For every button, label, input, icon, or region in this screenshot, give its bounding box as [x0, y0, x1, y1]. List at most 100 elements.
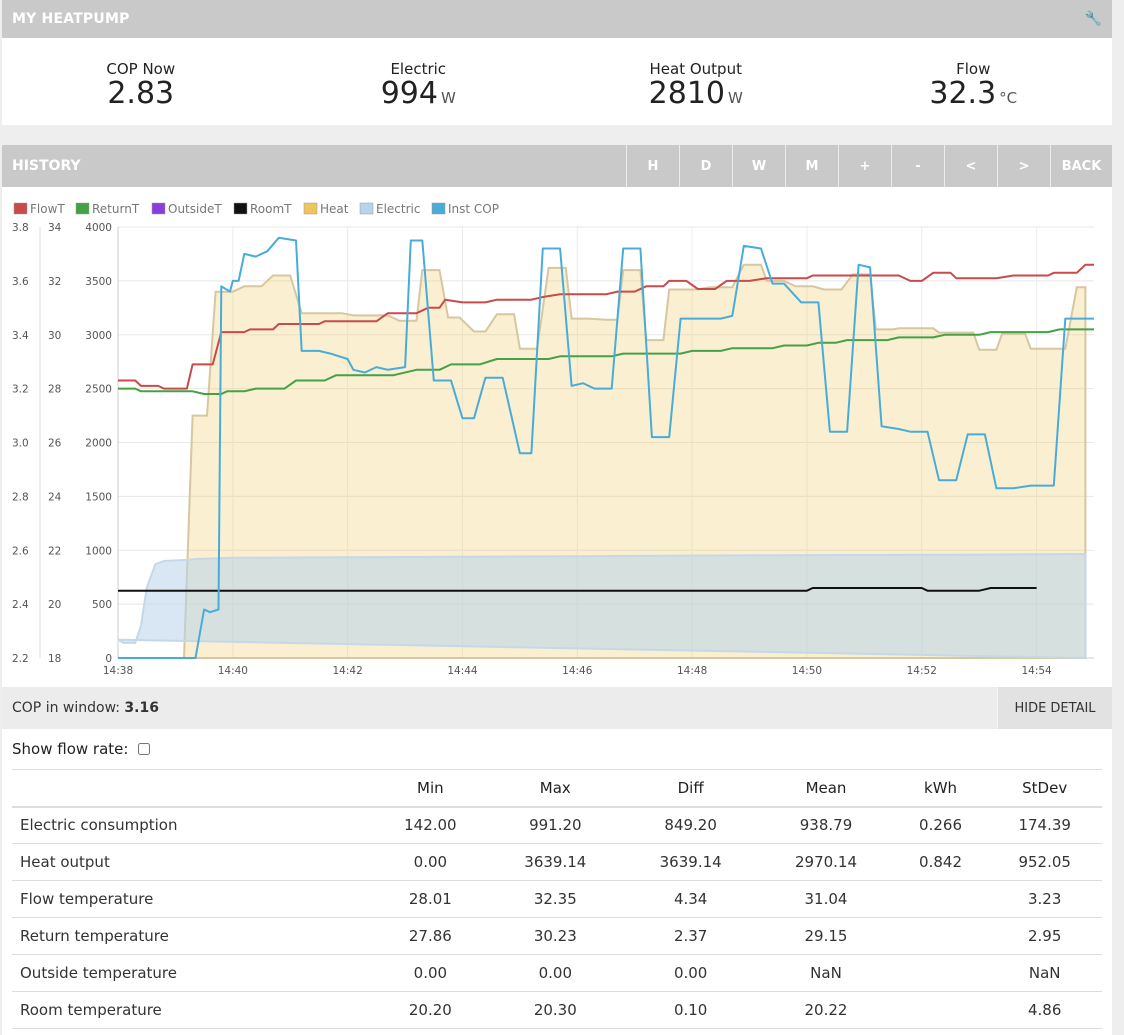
table-header-cell: Min: [373, 769, 488, 808]
app-header: MY HEATPUMP 🔧: [2, 0, 1112, 38]
table-header-cell: StDev: [987, 769, 1102, 808]
y-tick-label-cop: 2.8: [12, 491, 29, 503]
hour-button[interactable]: H: [626, 145, 679, 187]
table-cell: 3.23: [987, 880, 1102, 918]
y-tick-label-power: 2500: [85, 384, 112, 396]
table-cell: 32.35: [487, 880, 623, 918]
y-tick-label-temp: 18: [48, 653, 61, 665]
stat-label: Flow: [956, 60, 991, 78]
detail-panel: Show flow rate: Min Max Diff Mean kWh StDev E…: [2, 729, 1112, 1035]
history-chart[interactable]: 3.8 34 4000 3.6 32 3500 3.4 30 3000 3.2 28 2500 3.0 2…: [2, 187, 1112, 687]
table-cell: 0.00: [373, 843, 488, 881]
stat-label: COP Now: [106, 60, 176, 78]
y-tick-label-cop: 3.0: [12, 438, 29, 450]
y-tick-label-power: 3500: [85, 276, 112, 288]
history-toolbar: HISTORY H D W M + - < > BACK: [2, 145, 1112, 187]
row-label: Room temperature: [12, 991, 374, 1029]
table-cell: 27.86: [373, 917, 488, 955]
back-button[interactable]: BACK: [1050, 145, 1112, 187]
stat-value: 994: [380, 76, 438, 111]
y-tick-label-power: 2000: [85, 438, 112, 450]
y-tick-label-cop: 3.8: [12, 222, 29, 234]
table-cell: 0.00: [487, 954, 623, 992]
table-cell: 4.34: [622, 880, 759, 918]
y-tick-label-cop: 2.6: [12, 545, 29, 557]
table-cell: 2970.14: [758, 843, 894, 881]
table-cell: 952.05: [987, 843, 1102, 881]
zoom-out-button[interactable]: -: [891, 145, 944, 187]
y-tick-label-cop: 3.6: [12, 276, 29, 288]
series-roomt-line: [118, 587, 1037, 592]
row-label: Electric consumption: [12, 806, 374, 844]
zoom-in-button[interactable]: +: [838, 145, 891, 187]
table-cell: 0.10: [622, 991, 759, 1029]
stat-label: Heat Output: [649, 60, 742, 78]
app-title: MY HEATPUMP: [12, 11, 130, 27]
table-row: Return temperature 27.86 30.23 2.37 29.15 2.9…: [12, 917, 1102, 955]
stats-panel: COP Now 2.83 Electric 994 W Heat Output 2…: [2, 38, 1112, 125]
x-tick-label: 14:42: [333, 665, 363, 677]
y-tick-label-cop: 3.2: [12, 384, 29, 396]
stat-cop-now: COP Now 2.83: [2, 38, 280, 125]
y-tick-label-power: 1500: [85, 491, 112, 503]
table-header-cell: kWh: [893, 769, 988, 808]
x-tick-label: 14:40: [218, 665, 248, 677]
table-row: Room temperature 20.20 20.30 0.10 20.22 4.86: [12, 991, 1102, 1029]
table-row: Flow temperature 28.01 32.35 4.34 31.04 3.23: [12, 880, 1102, 918]
table-cell: [893, 954, 988, 992]
stat-value: 2.83: [107, 76, 175, 111]
table-cell: 4.86: [987, 991, 1102, 1029]
row-label: Heat output: [12, 843, 374, 881]
table-row: Heat output 0.00 3639.14 3639.14 2970.14 0.84…: [12, 843, 1102, 881]
x-tick-label: 14:46: [562, 665, 593, 677]
series-electric-area: [117, 552, 1087, 660]
legend-item: Electric: [376, 202, 420, 216]
table-cell: 20.30: [487, 991, 623, 1029]
month-button[interactable]: M: [785, 145, 838, 187]
stat-label: Electric: [390, 60, 447, 78]
history-chart-svg[interactable]: 3.8 34 4000 3.6 32 3500 3.4 30 3000 3.2 28 2500 3.0 2…: [2, 187, 1112, 687]
y-tick-label-cop: 2.4: [12, 599, 29, 611]
stats-table: Min Max Diff Mean kWh StDev Electric consumpt…: [12, 769, 1102, 1029]
pan-right-button[interactable]: >: [997, 145, 1050, 187]
y-tick-label-temp: 34: [48, 222, 62, 234]
y-tick-label-power: 500: [92, 599, 112, 611]
table-cell: 0.00: [622, 954, 759, 992]
y-tick-label-power: 0: [105, 653, 112, 665]
legend-swatch: [233, 202, 248, 215]
table-cell: 991.20: [487, 806, 623, 844]
cop-window: COP in window: 3.16: [2, 700, 159, 716]
show-flow-rate-checkbox[interactable]: [138, 743, 151, 755]
row-label: Return temperature: [12, 917, 374, 955]
week-button[interactable]: W: [732, 145, 785, 187]
stat-flow: Flow 32.3 °C: [835, 38, 1113, 125]
y-tick-label-power: 4000: [85, 222, 112, 234]
hide-detail-button[interactable]: HIDE DETAIL: [997, 687, 1112, 729]
day-button[interactable]: D: [679, 145, 732, 187]
stat-unit: W: [728, 89, 743, 107]
stat-heat-output: Heat Output 2810 W: [557, 38, 835, 125]
table-header-cell: Max: [487, 769, 623, 808]
y-tick-label-temp: 24: [48, 491, 62, 503]
table-cell: 0.00: [373, 954, 488, 992]
table-cell: 0.842: [893, 843, 988, 881]
table-cell: NaN: [758, 954, 894, 992]
legend-item: Heat: [320, 202, 349, 216]
legend-item: ReturnT: [92, 202, 140, 216]
x-tick-label: 14:44: [447, 665, 478, 677]
row-label: Flow temperature: [12, 880, 374, 918]
table-row: Electric consumption 142.00 991.20 849.20 93…: [12, 806, 1102, 844]
wrench-icon[interactable]: 🔧: [1084, 11, 1102, 27]
table-cell: 31.04: [758, 880, 894, 918]
cop-window-bar: COP in window: 3.16 HIDE DETAIL: [2, 687, 1112, 729]
table-cell: [893, 991, 988, 1029]
show-flow-rate-label: Show flow rate:: [12, 740, 129, 758]
x-tick-label: 14:50: [792, 665, 822, 677]
x-tick-label: 14:38: [103, 665, 133, 677]
pan-left-button[interactable]: <: [944, 145, 997, 187]
legend-item: Inst COP: [448, 202, 499, 216]
legend-swatch: [431, 202, 446, 215]
table-cell: 938.79: [758, 806, 894, 844]
table-cell: NaN: [987, 954, 1102, 992]
legend-item: RoomT: [250, 202, 292, 216]
